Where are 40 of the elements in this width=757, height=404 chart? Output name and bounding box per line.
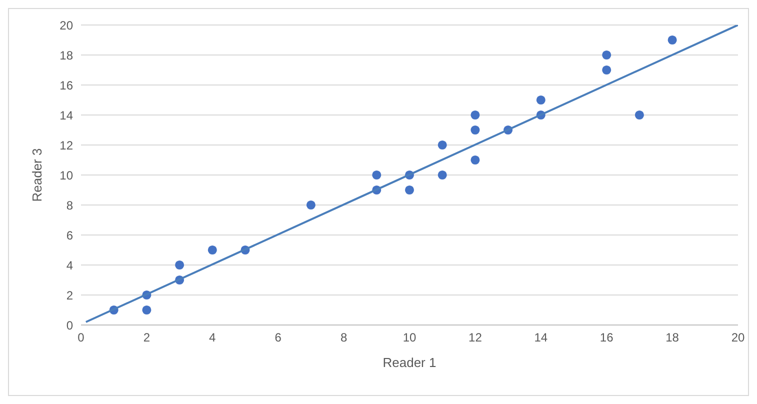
y-tick-label: 10 xyxy=(60,168,74,182)
x-tick-label: 12 xyxy=(468,330,482,345)
y-tick-label: 8 xyxy=(66,198,74,212)
point xyxy=(470,110,480,120)
y-tick-label: 4 xyxy=(66,258,74,272)
y-tick-label: 16 xyxy=(60,78,74,92)
x-tick-label: 18 xyxy=(666,330,680,345)
point xyxy=(306,200,316,210)
point xyxy=(602,50,612,60)
point xyxy=(208,245,217,255)
x-tick-label: 16 xyxy=(600,330,614,345)
y-axis-title: Reader 3 xyxy=(30,148,45,202)
y-tick-label: 14 xyxy=(60,108,74,122)
y-tick-label: 0 xyxy=(66,318,74,332)
x-tick-label: 10 xyxy=(402,330,416,345)
point xyxy=(470,125,480,135)
x-tick-label: 2 xyxy=(143,330,150,345)
point xyxy=(470,155,480,165)
y-tick-label: 20 xyxy=(60,18,74,32)
point xyxy=(668,35,677,45)
point xyxy=(175,260,184,270)
y-tick-label: 18 xyxy=(60,48,74,62)
x-tick-label: 8 xyxy=(340,330,348,345)
y-tick-label: 12 xyxy=(60,138,74,152)
point xyxy=(404,185,414,195)
point xyxy=(372,170,382,180)
x-tick-label: 4 xyxy=(209,330,216,345)
y-tick-label: 2 xyxy=(66,288,74,302)
x-tick-label: 20 xyxy=(731,330,745,345)
point xyxy=(142,305,152,315)
x-tick-label: 14 xyxy=(534,330,548,345)
x-axis-title: Reader 1 xyxy=(382,355,436,370)
point xyxy=(438,170,447,180)
point xyxy=(634,110,644,120)
point xyxy=(536,95,546,105)
point xyxy=(602,65,612,75)
x-tick-label: 0 xyxy=(78,330,85,345)
point xyxy=(438,140,447,150)
x-tick-label: 6 xyxy=(274,330,282,345)
y-tick-label: 6 xyxy=(66,228,74,242)
